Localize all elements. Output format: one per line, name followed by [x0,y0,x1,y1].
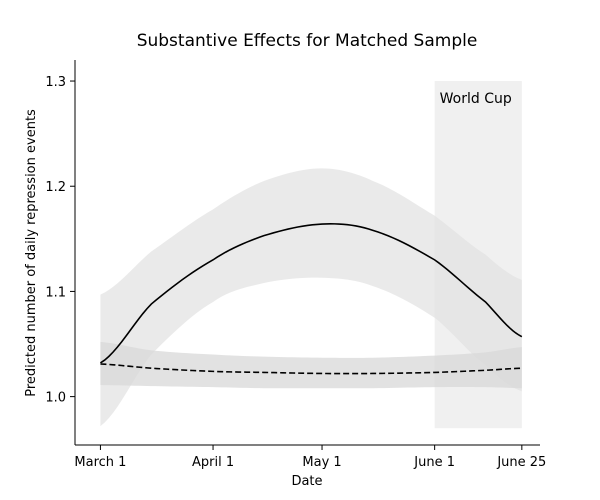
y-axis-label: Predicted number of daily repression eve… [24,109,39,397]
dashed-series-line [100,363,522,375]
x-tick-label: March 1 [74,455,126,470]
confidence-band-1 [100,168,522,427]
x-tick-label: June 25 [496,455,546,470]
y-tick-label: 1.1 [45,285,66,300]
y-tick-label: 1.0 [45,391,66,406]
y-tick-label: 1.2 [45,180,66,195]
world-cup-label: World Cup [440,91,512,107]
x-tick-label: May 1 [302,455,341,470]
axes: March 1 April 1 May 1 June 1 June 25 1.0 1.1 1.… [45,60,546,470]
x-axis-label: Date [291,474,322,489]
chart-title: Substantive Effects for Matched Sample [137,31,478,51]
plot-area: World Cup [99,81,523,429]
y-tick-label: 1.3 [45,75,66,90]
solid-series-line [99,223,523,364]
confidence-band-2 [100,341,522,389]
x-tick-label: June 1 [413,455,455,470]
x-tick-label: April 1 [192,455,234,470]
